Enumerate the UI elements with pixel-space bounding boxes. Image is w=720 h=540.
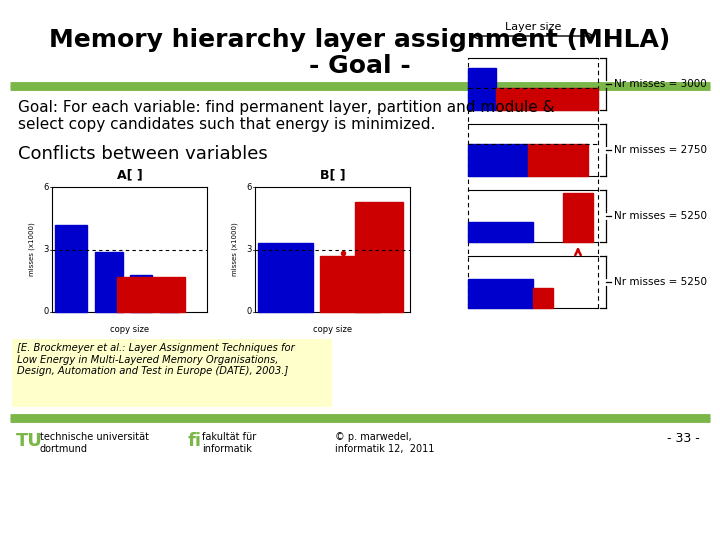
Text: 0: 0 [247,307,252,316]
Bar [320,256,380,312]
Bar [468,144,528,176]
Bar [130,274,152,312]
Bar [258,243,313,312]
Bar [355,202,403,312]
Text: [E. Brockmeyer et al.: Layer Assignment Techniques for
Low Energy in Multi-Layer: [E. Brockmeyer et al.: Layer Assignment … [17,343,294,376]
Text: Conflicts between variables: Conflicts between variables [18,145,268,163]
Bar [468,279,533,308]
Text: Nr misses = 3000: Nr misses = 3000 [614,79,707,89]
Text: 3: 3 [247,245,252,254]
Text: B[ ]: B[ ] [320,168,346,181]
Bar [160,289,178,312]
Bar [496,88,598,110]
Text: A[ ]: A[ ] [117,168,143,181]
Text: 6: 6 [247,183,252,192]
Text: - Goal -: - Goal - [309,54,411,78]
Text: Layer size: Layer size [505,22,561,32]
Text: Nr misses = 5250: Nr misses = 5250 [614,277,707,287]
Text: Goal: For each variable: find permanent layer, partition and module &
select cop: Goal: For each variable: find permanent … [18,100,554,132]
Bar [563,193,593,242]
Text: TU: TU [16,432,43,450]
Bar [12,339,332,407]
Text: copy size: copy size [313,325,352,334]
Bar [468,69,496,110]
Text: 0: 0 [44,307,49,316]
Bar [533,288,553,308]
Bar [528,144,588,176]
Text: Nr misses = 5250: Nr misses = 5250 [614,211,707,221]
Text: informatik: informatik [202,444,252,454]
Bar [117,277,185,312]
Bar [55,225,87,312]
Text: - 33 -: - 33 - [667,433,700,446]
Text: Nr misses = 2750: Nr misses = 2750 [614,145,707,155]
Text: 3: 3 [44,245,49,254]
Text: misses (x1000): misses (x1000) [232,222,238,276]
Text: Memory hierarchy layer assignment (MHLA): Memory hierarchy layer assignment (MHLA) [50,28,670,52]
Text: misses (x1000): misses (x1000) [29,222,35,276]
Bar [468,222,533,242]
Text: fi: fi [188,432,202,450]
Text: informatik 12,  2011: informatik 12, 2011 [335,444,434,454]
Text: © p. marwedel,: © p. marwedel, [335,432,412,442]
Text: 6: 6 [44,183,49,192]
Text: technische universität: technische universität [40,432,149,442]
Text: copy size: copy size [110,325,149,334]
Bar [95,252,123,312]
Text: dortmund: dortmund [40,444,88,454]
Text: fakultät für: fakultät für [202,432,256,442]
